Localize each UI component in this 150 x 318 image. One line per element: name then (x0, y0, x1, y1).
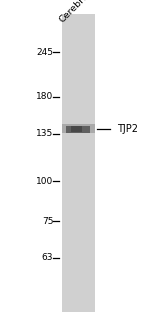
Text: Cerebrum: Cerebrum (57, 0, 97, 25)
Bar (61, 124, 94, 133)
Text: 135: 135 (36, 129, 53, 138)
Text: 245: 245 (36, 48, 53, 57)
Text: 75: 75 (42, 217, 53, 225)
Text: 63: 63 (42, 253, 53, 262)
Bar (71, 126, 82, 132)
Bar (61, 14, 94, 312)
Bar (66, 126, 90, 133)
Text: 100: 100 (36, 177, 53, 186)
Text: TJP2: TJP2 (117, 124, 138, 134)
Text: 180: 180 (36, 93, 53, 101)
